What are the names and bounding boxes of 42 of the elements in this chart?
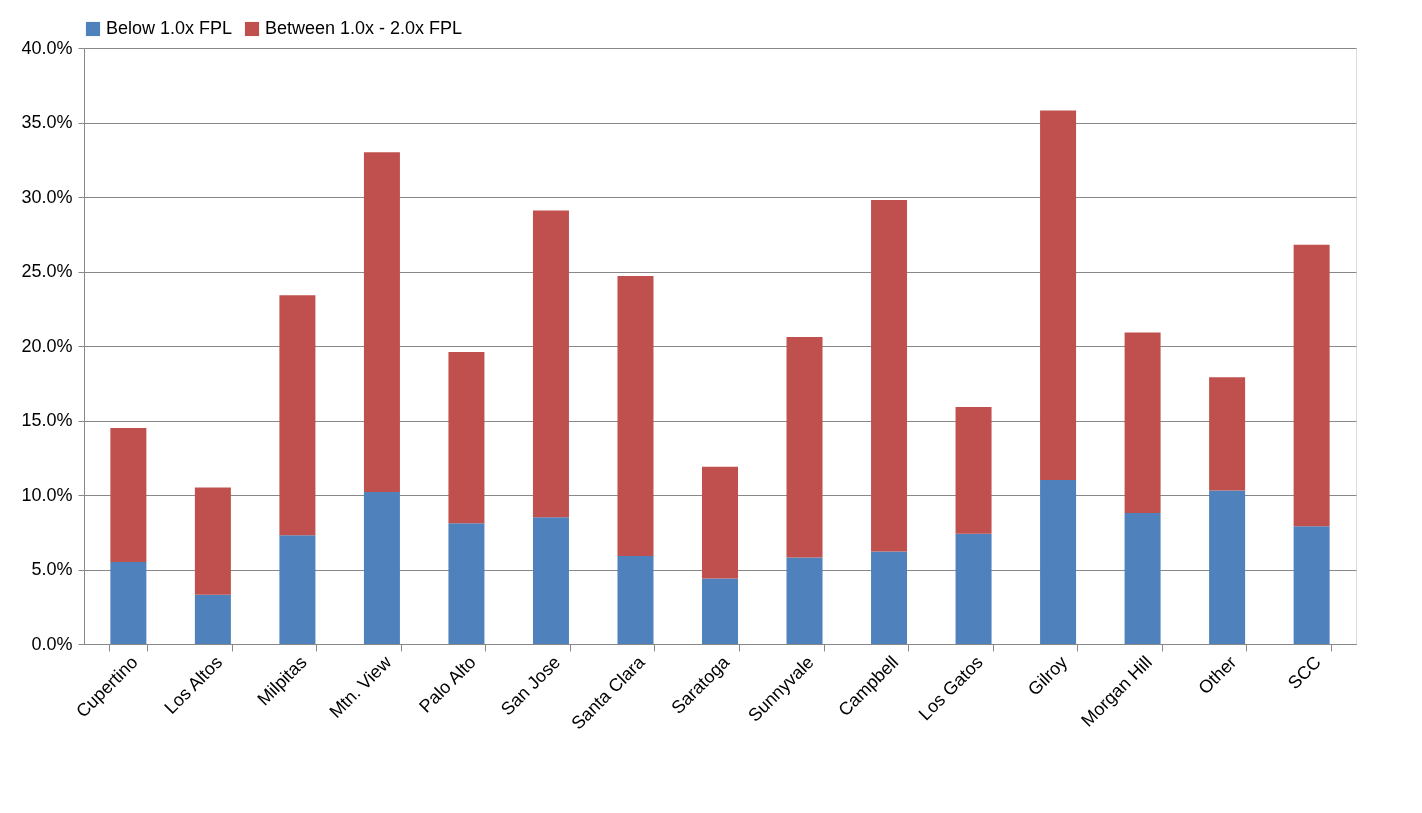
y-tick-label: 35.0% bbox=[21, 112, 73, 132]
bar bbox=[279, 535, 316, 644]
y-tick-label: 10.0% bbox=[21, 484, 73, 505]
bar bbox=[617, 275, 654, 557]
bar bbox=[1293, 244, 1330, 527]
bar bbox=[786, 557, 823, 644]
bar bbox=[363, 152, 400, 493]
x-tick-label: Palo Alto bbox=[415, 652, 480, 717]
bar bbox=[1209, 490, 1246, 644]
bar bbox=[617, 556, 654, 644]
y-tick-label: 0.0% bbox=[31, 633, 73, 654]
bar bbox=[532, 517, 569, 644]
bar bbox=[871, 551, 908, 644]
bar bbox=[279, 295, 316, 536]
bar bbox=[1293, 526, 1330, 644]
bar bbox=[194, 594, 231, 644]
bar bbox=[448, 351, 485, 524]
bar bbox=[194, 487, 231, 595]
y-tick-label: 25.0% bbox=[21, 261, 73, 281]
legend-label: Between 1.0x - 2.0x FPL bbox=[265, 18, 463, 38]
y-tick-label: 40.0% bbox=[21, 37, 73, 58]
y-tick-label: 30.0% bbox=[21, 186, 73, 207]
bar bbox=[1124, 512, 1161, 644]
y-tick-label: 5.0% bbox=[31, 559, 73, 579]
legend-label: Below 1.0x FPL bbox=[106, 18, 233, 38]
bar bbox=[110, 562, 147, 644]
bar bbox=[1124, 332, 1161, 513]
y-tick-label: 15.0% bbox=[21, 410, 73, 430]
y-tick-label: 20.0% bbox=[21, 335, 73, 356]
bar bbox=[955, 533, 992, 644]
bar bbox=[110, 427, 147, 563]
bar bbox=[1040, 110, 1077, 481]
bar bbox=[448, 523, 485, 644]
bar bbox=[702, 466, 738, 579]
bar bbox=[702, 578, 738, 644]
bar bbox=[363, 492, 400, 644]
bar bbox=[955, 407, 992, 534]
bar bbox=[532, 210, 569, 518]
bar bbox=[871, 199, 908, 552]
bar bbox=[1209, 377, 1246, 491]
bar bbox=[1040, 480, 1077, 644]
bar bbox=[786, 337, 823, 558]
